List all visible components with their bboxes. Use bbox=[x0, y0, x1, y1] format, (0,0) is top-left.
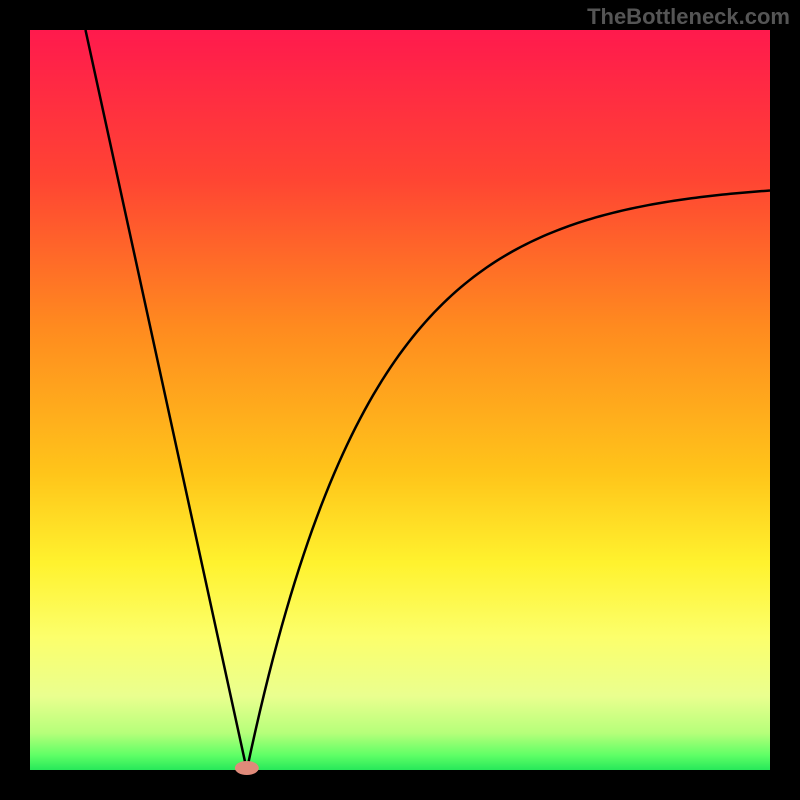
bottleneck-curve-chart bbox=[0, 0, 800, 800]
apex-marker bbox=[235, 761, 259, 775]
chart-container: TheBottleneck.com bbox=[0, 0, 800, 800]
